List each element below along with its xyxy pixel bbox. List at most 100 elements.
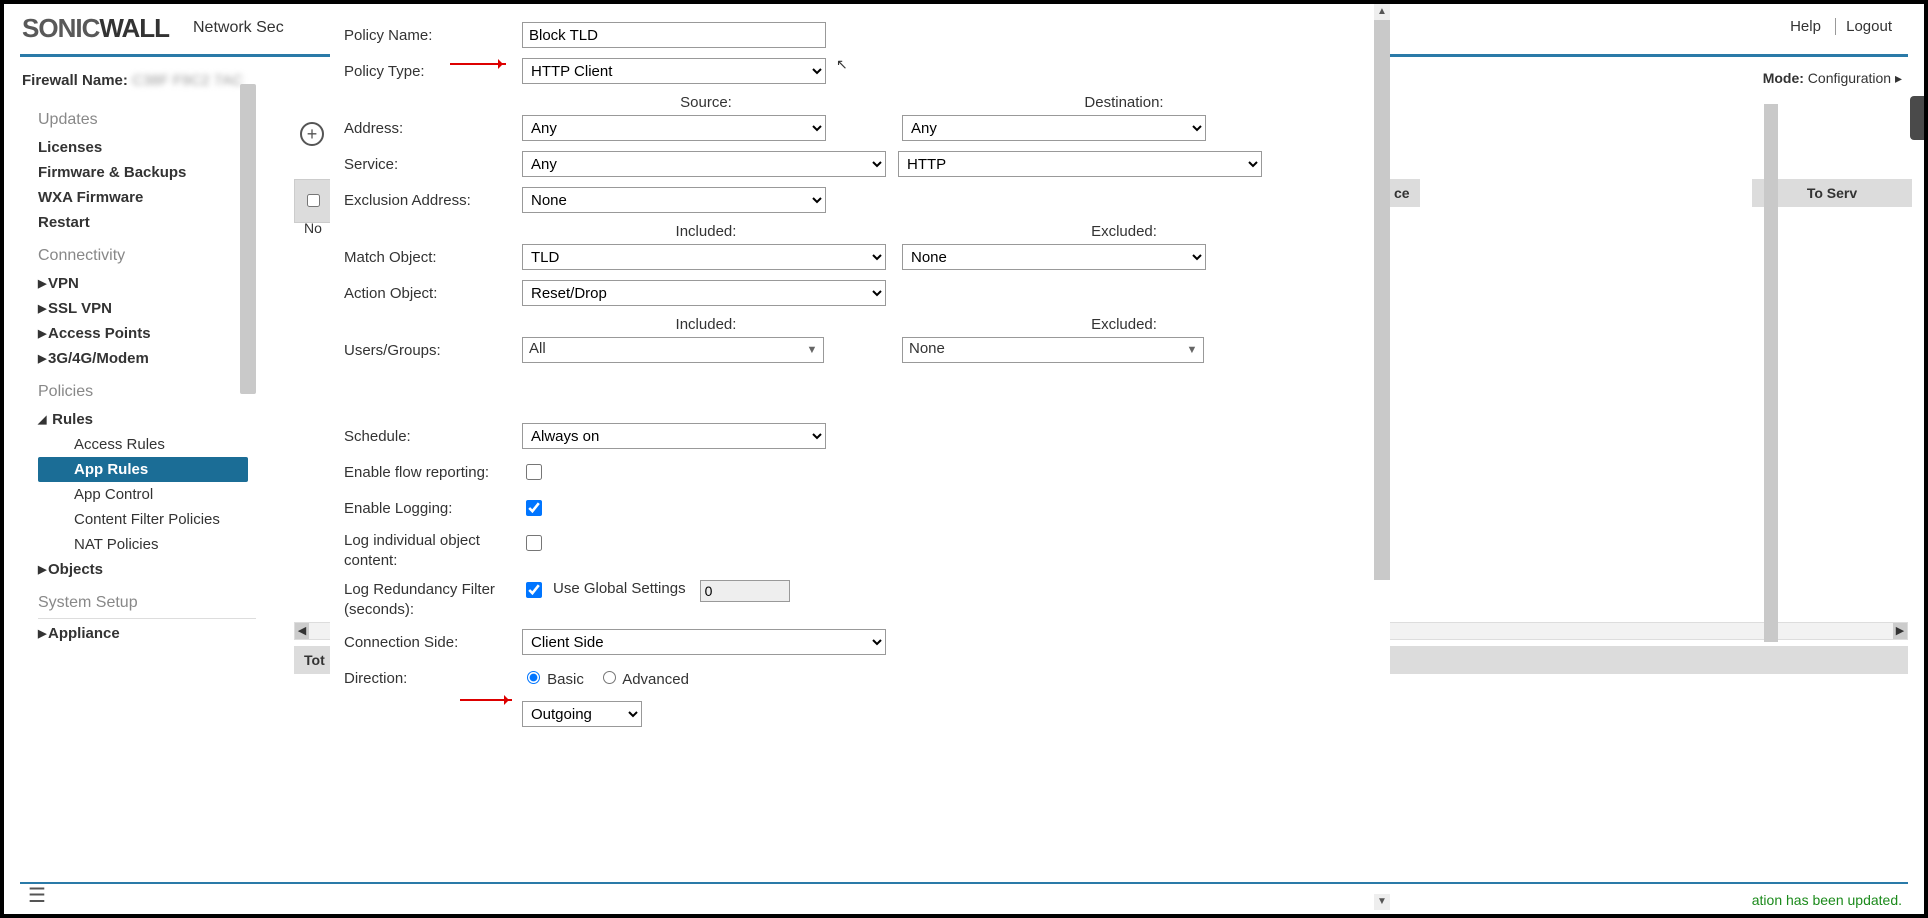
nav-access-points[interactable]: ▶Access Points [38,321,256,346]
modal-scroll-thumb[interactable] [1374,20,1390,580]
sidebar-scrollbar[interactable] [240,64,256,878]
select-schedule[interactable]: Always on [522,423,826,449]
caret-right-icon: ▶ [38,302,48,315]
chevron-down-icon[interactable]: ▼ [1182,339,1202,361]
nav-appliance[interactable]: ▶Appliance [38,618,256,646]
nav-appliance-label: Appliance [48,625,120,642]
label-connection-side: Connection Side: [344,634,522,651]
row-schedule: Schedule: Always on [344,423,1358,449]
select-exclusion-address[interactable]: None [522,187,826,213]
caret-right-icon: ▶ [38,563,48,576]
nav-rules[interactable]: ◢ Rules [38,407,256,432]
label-schedule: Schedule: [344,428,522,445]
nav-licenses[interactable]: Licenses [38,135,256,160]
scroll-left-icon[interactable]: ◀ [295,623,309,639]
nav-restart[interactable]: Restart [38,210,256,235]
radio-basic-label[interactable]: Basic [522,668,584,688]
nav-app-rules[interactable]: App Rules [38,457,248,482]
page-scroll-thumb[interactable] [1764,104,1778,642]
radio-advanced-label[interactable]: Advanced [598,668,689,688]
caret-right-icon: ▶ [38,327,48,340]
label-policy-name: Policy Name: [344,27,522,44]
checkbox-use-global[interactable] [526,582,542,598]
select-address-destination[interactable]: Any [902,115,1206,141]
row-log-redundancy: Log Redundancy Filter (seconds): Use Glo… [344,580,1358,619]
caret-right-icon: ▶ [38,352,48,365]
select-service-source[interactable]: Any [522,151,886,177]
nav-sslvpn[interactable]: ▶SSL VPN [38,296,256,321]
row-exclusion-address: Exclusion Address: None [344,187,1358,213]
select-action-object[interactable]: Reset/Drop [522,280,886,306]
sidebar-scroll-thumb[interactable] [240,84,256,394]
label-service: Service: [344,156,522,173]
firewall-name-label: Firewall Name: [22,72,128,89]
input-log-redundancy-seconds[interactable] [700,580,790,602]
select-address-source[interactable]: Any [522,115,826,141]
row-service: Service: Any HTTP [344,151,1358,177]
nav-content-filter-policies[interactable]: Content Filter Policies [38,507,256,532]
nav-firmware-backups[interactable]: Firmware & Backups [38,160,256,185]
policy-modal: ↖ Policy Name: Policy Type: HTTP Client … [330,4,1372,910]
combo-users-included[interactable]: All ▼ [522,337,824,363]
input-policy-name[interactable] [522,22,826,48]
caret-right-icon: ▶ [38,627,48,640]
nav-rules-label: Rules [52,411,93,428]
hamburger-icon[interactable]: ☰ [28,883,46,908]
top-links: Help Logout [1780,18,1902,35]
label-exclusion-address: Exclusion Address: [344,192,522,209]
add-button[interactable]: + [300,122,324,146]
checkbox-enable-flow[interactable] [526,464,542,480]
mode-indicator[interactable]: Mode: Configuration ▸ [1763,70,1902,87]
row-address: Address: Any Any [344,115,1358,141]
row-direction-value: Outgoing [344,701,1358,727]
nav-access-rules[interactable]: Access Rules [38,432,256,457]
help-link[interactable]: Help [1780,18,1831,35]
scroll-up-icon[interactable]: ▲ [1374,4,1390,20]
right-drawer-handle[interactable] [1910,96,1924,140]
logo-part1: SONIC [22,13,99,43]
label-use-global: Use Global Settings [553,580,686,597]
select-policy-type[interactable]: HTTP Client [522,58,826,84]
logo: SONICWALL [22,13,169,44]
nav-vpn[interactable]: ▶VPN [38,271,256,296]
select-connection-side[interactable]: Client Side [522,629,886,655]
checkbox-enable-logging[interactable] [526,500,542,516]
label-log-individual: Log individual object content: [344,531,522,570]
mode-value: Configuration [1808,70,1891,86]
header-included: Included: [522,223,890,240]
nav-objects[interactable]: ▶Objects [38,557,256,582]
label-policy-type: Policy Type: [344,63,522,80]
label-enable-flow: Enable flow reporting: [344,464,522,481]
nav-modem[interactable]: ▶3G/4G/Modem [38,346,256,371]
nav-head-updates: Updates [38,99,256,135]
nav: Updates Licenses Firmware & Backups WXA … [16,99,256,646]
select-service-destination[interactable]: HTTP [898,151,1262,177]
radio-advanced[interactable] [603,671,616,684]
header-excluded: Excluded: [890,223,1358,240]
radio-basic[interactable] [527,671,540,684]
headers-src-dst: Source: Destination: [522,94,1358,111]
combo-users-excluded[interactable]: None ▼ [902,337,1204,363]
nav-wxa-firmware[interactable]: WXA Firmware [38,185,256,210]
nav-nat-policies[interactable]: NAT Policies [38,532,256,557]
nav-head-connectivity: Connectivity [38,235,256,271]
nav-head-policies: Policies [38,371,256,407]
nav-ap-label: Access Points [48,325,151,342]
select-match-excluded[interactable]: None [902,244,1206,270]
firewall-name-row: Firewall Name: C38F F9C2 7AC [16,64,256,99]
select-all-checkbox[interactable] [307,194,320,207]
header-source: Source: [522,94,890,111]
scroll-down-icon[interactable]: ▼ [1374,894,1390,910]
checkbox-log-individual[interactable] [526,535,542,551]
nav-sslvpn-label: SSL VPN [48,300,112,317]
nav-app-control[interactable]: App Control [38,482,256,507]
label-match-object: Match Object: [344,249,522,266]
scroll-right-icon[interactable]: ▶ [1893,623,1907,639]
firewall-name-value: C38F F9C2 7AC [132,72,243,89]
chevron-down-icon[interactable]: ▼ [802,339,822,361]
select-direction-value[interactable]: Outgoing [522,701,642,727]
label-action-object: Action Object: [344,285,522,302]
select-match-included[interactable]: TLD [522,244,886,270]
modal-container: ▲ ▼ ↖ Policy Name: Policy Type: HTTP Cli… [330,4,1390,910]
logout-link[interactable]: Logout [1835,18,1902,35]
